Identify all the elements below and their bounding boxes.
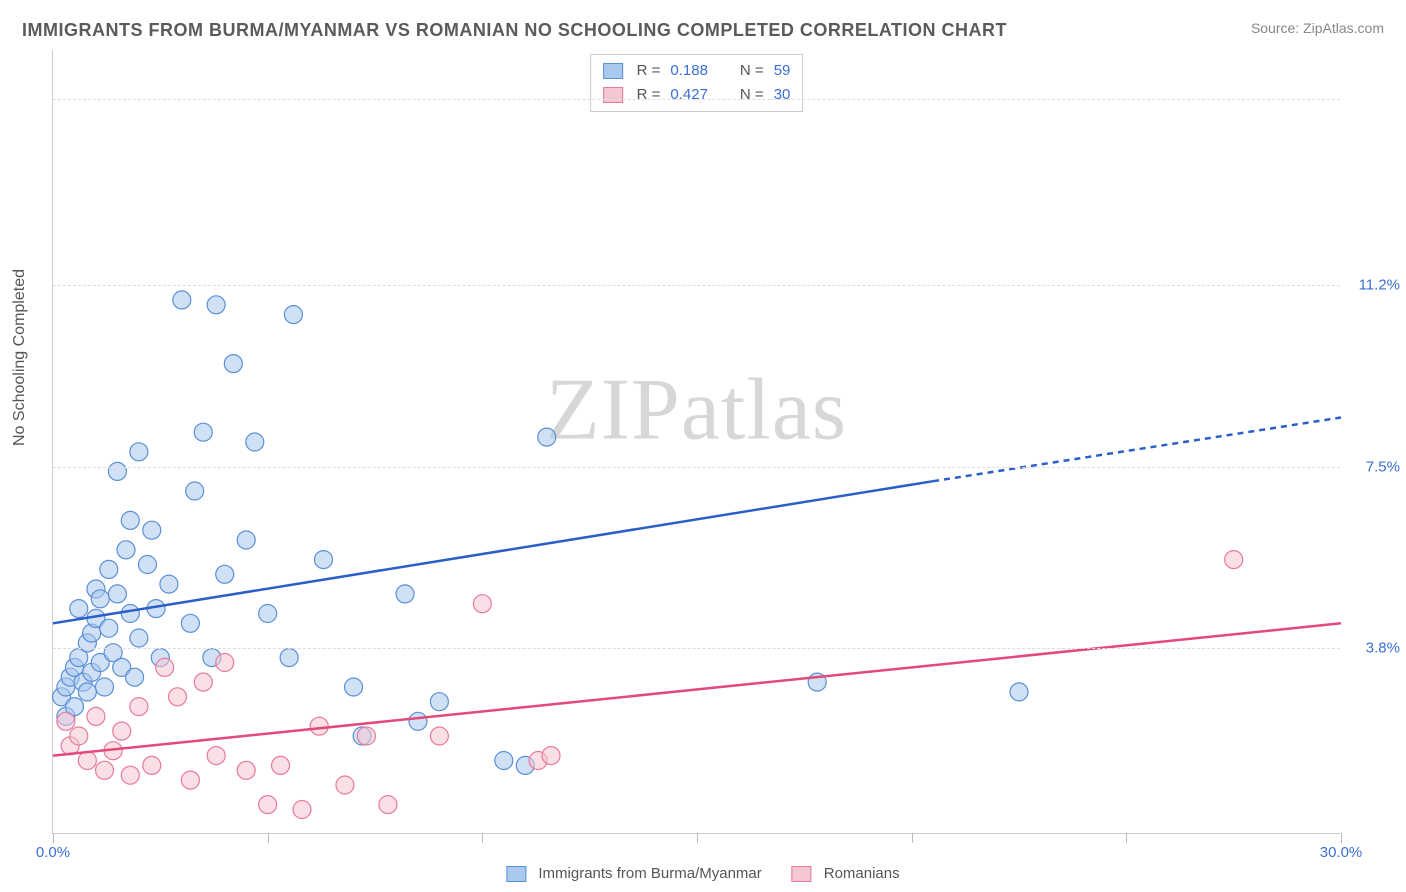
data-point-burma <box>130 629 148 647</box>
data-point-romanians <box>336 776 354 794</box>
data-point-burma <box>160 575 178 593</box>
data-point-burma <box>173 291 191 309</box>
grid-line <box>53 467 1340 468</box>
x-tick <box>1126 833 1127 843</box>
x-tick <box>268 833 269 843</box>
data-point-burma <box>216 565 234 583</box>
data-point-romanians <box>216 654 234 672</box>
data-point-burma <box>409 712 427 730</box>
data-point-romanians <box>542 747 560 765</box>
data-point-burma <box>194 423 212 441</box>
regression-line-romanians <box>53 623 1341 755</box>
data-point-romanians <box>207 747 225 765</box>
data-point-burma <box>138 556 156 574</box>
data-point-burma <box>121 605 139 623</box>
legend-swatch <box>792 866 812 882</box>
data-point-burma <box>345 678 363 696</box>
data-point-romanians <box>78 752 96 770</box>
data-point-burma <box>78 683 96 701</box>
data-point-burma <box>143 521 161 539</box>
data-point-romanians <box>357 727 375 745</box>
data-point-romanians <box>293 801 311 819</box>
data-point-romanians <box>130 698 148 716</box>
data-point-burma <box>284 306 302 324</box>
y-tick-label: 7.5% <box>1366 458 1400 475</box>
data-point-romanians <box>430 727 448 745</box>
legend-swatch <box>506 866 526 882</box>
data-point-burma <box>538 428 556 446</box>
data-point-burma <box>181 614 199 632</box>
data-point-burma <box>126 668 144 686</box>
data-point-burma <box>259 605 277 623</box>
grid-line <box>53 285 1340 286</box>
data-point-burma <box>280 649 298 667</box>
data-point-burma <box>430 693 448 711</box>
chart-svg <box>53 50 1340 833</box>
data-point-romanians <box>143 756 161 774</box>
data-point-romanians <box>96 761 114 779</box>
data-point-romanians <box>181 771 199 789</box>
source-attribution: Source: ZipAtlas.com <box>1251 20 1384 36</box>
data-point-burma <box>1010 683 1028 701</box>
chart-title: IMMIGRANTS FROM BURMA/MYANMAR VS ROMANIA… <box>22 20 1007 41</box>
data-point-romanians <box>259 796 277 814</box>
series-legend: Immigrants from Burma/Myanmar Romanians <box>506 865 899 882</box>
grid-line <box>53 648 1340 649</box>
legend-item: Romanians <box>792 865 900 882</box>
data-point-romanians <box>310 717 328 735</box>
x-tick <box>697 833 698 843</box>
data-point-romanians <box>194 673 212 691</box>
y-tick-label: 3.8% <box>1366 639 1400 656</box>
data-point-romanians <box>57 712 75 730</box>
data-point-burma <box>70 600 88 618</box>
data-point-burma <box>108 585 126 603</box>
data-point-burma <box>100 560 118 578</box>
x-tick-label: 30.0% <box>1320 844 1363 861</box>
plot-area: ZIPatlas R =0.188N =59R =0.427N =30 3.8%… <box>52 50 1340 834</box>
data-point-burma <box>117 541 135 559</box>
data-point-romanians <box>272 756 290 774</box>
data-point-romanians <box>156 658 174 676</box>
data-point-burma <box>100 619 118 637</box>
data-point-burma <box>91 590 109 608</box>
x-tick <box>1341 833 1342 843</box>
y-tick-label: 11.2% <box>1359 277 1400 294</box>
x-tick <box>53 833 54 843</box>
data-point-burma <box>237 531 255 549</box>
data-point-romanians <box>237 761 255 779</box>
data-point-romanians <box>113 722 131 740</box>
data-point-romanians <box>121 766 139 784</box>
y-axis-title: No Schooling Completed <box>11 269 29 446</box>
data-point-burma <box>121 511 139 529</box>
legend-item: Immigrants from Burma/Myanmar <box>506 865 761 882</box>
grid-line <box>53 99 1340 100</box>
x-tick <box>912 833 913 843</box>
data-point-burma <box>108 462 126 480</box>
data-point-burma <box>396 585 414 603</box>
data-point-romanians <box>70 727 88 745</box>
x-tick-label: 0.0% <box>36 844 70 861</box>
data-point-romanians <box>379 796 397 814</box>
data-point-romanians <box>1225 551 1243 569</box>
data-point-burma <box>224 355 242 373</box>
data-point-romanians <box>473 595 491 613</box>
data-point-burma <box>186 482 204 500</box>
legend-series-label: Romanians <box>824 865 900 882</box>
data-point-burma <box>207 296 225 314</box>
data-point-burma <box>314 551 332 569</box>
data-point-burma <box>246 433 264 451</box>
regression-line-dashed-burma <box>933 418 1341 482</box>
regression-line-burma <box>53 481 933 623</box>
data-point-burma <box>130 443 148 461</box>
data-point-romanians <box>169 688 187 706</box>
legend-series-label: Immigrants from Burma/Myanmar <box>538 865 761 882</box>
data-point-romanians <box>87 707 105 725</box>
data-point-burma <box>495 752 513 770</box>
x-tick <box>482 833 483 843</box>
data-point-burma <box>96 678 114 696</box>
